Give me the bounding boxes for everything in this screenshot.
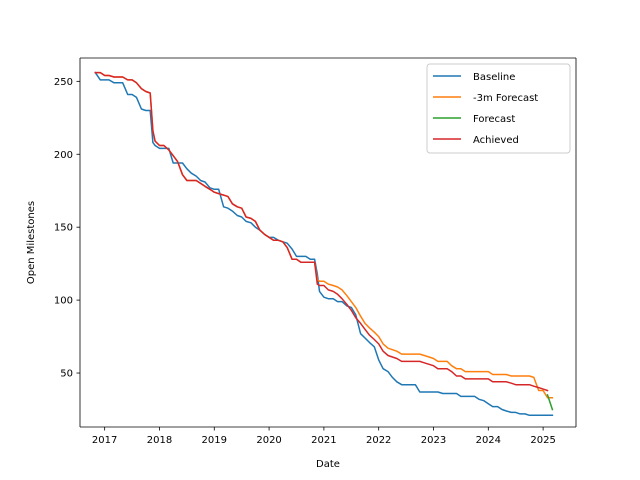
x-tick-label: 2018 bbox=[147, 435, 172, 446]
y-tick-label: 150 bbox=[54, 223, 73, 234]
x-tick-label: 2017 bbox=[92, 435, 117, 446]
legend-label-achieved: Achieved bbox=[473, 135, 519, 146]
legend-label-baseline: Baseline bbox=[473, 72, 515, 83]
legend-label-forecast: Forecast bbox=[473, 114, 515, 125]
x-tick-label: 2021 bbox=[311, 435, 336, 446]
legend: Baseline -3m Forecast Forecast Achieved bbox=[427, 64, 570, 153]
y-tick-label: 100 bbox=[54, 296, 73, 307]
x-tick-label: 2019 bbox=[202, 435, 227, 446]
x-tick-label: 2025 bbox=[530, 435, 555, 446]
y-tick-label: 200 bbox=[54, 150, 73, 161]
y-axis-label: Open Milestones bbox=[26, 201, 37, 284]
x-axis-label: Date bbox=[316, 459, 340, 470]
legend-label-3m-forecast: -3m Forecast bbox=[473, 93, 538, 104]
x-tick-label: 2023 bbox=[421, 435, 446, 446]
y-tick-label: 250 bbox=[54, 77, 73, 88]
x-tick-label: 2024 bbox=[476, 435, 501, 446]
x-tick-label: 2022 bbox=[366, 435, 391, 446]
y-tick-label: 50 bbox=[60, 369, 73, 380]
x-tick-label: 2020 bbox=[256, 435, 281, 446]
